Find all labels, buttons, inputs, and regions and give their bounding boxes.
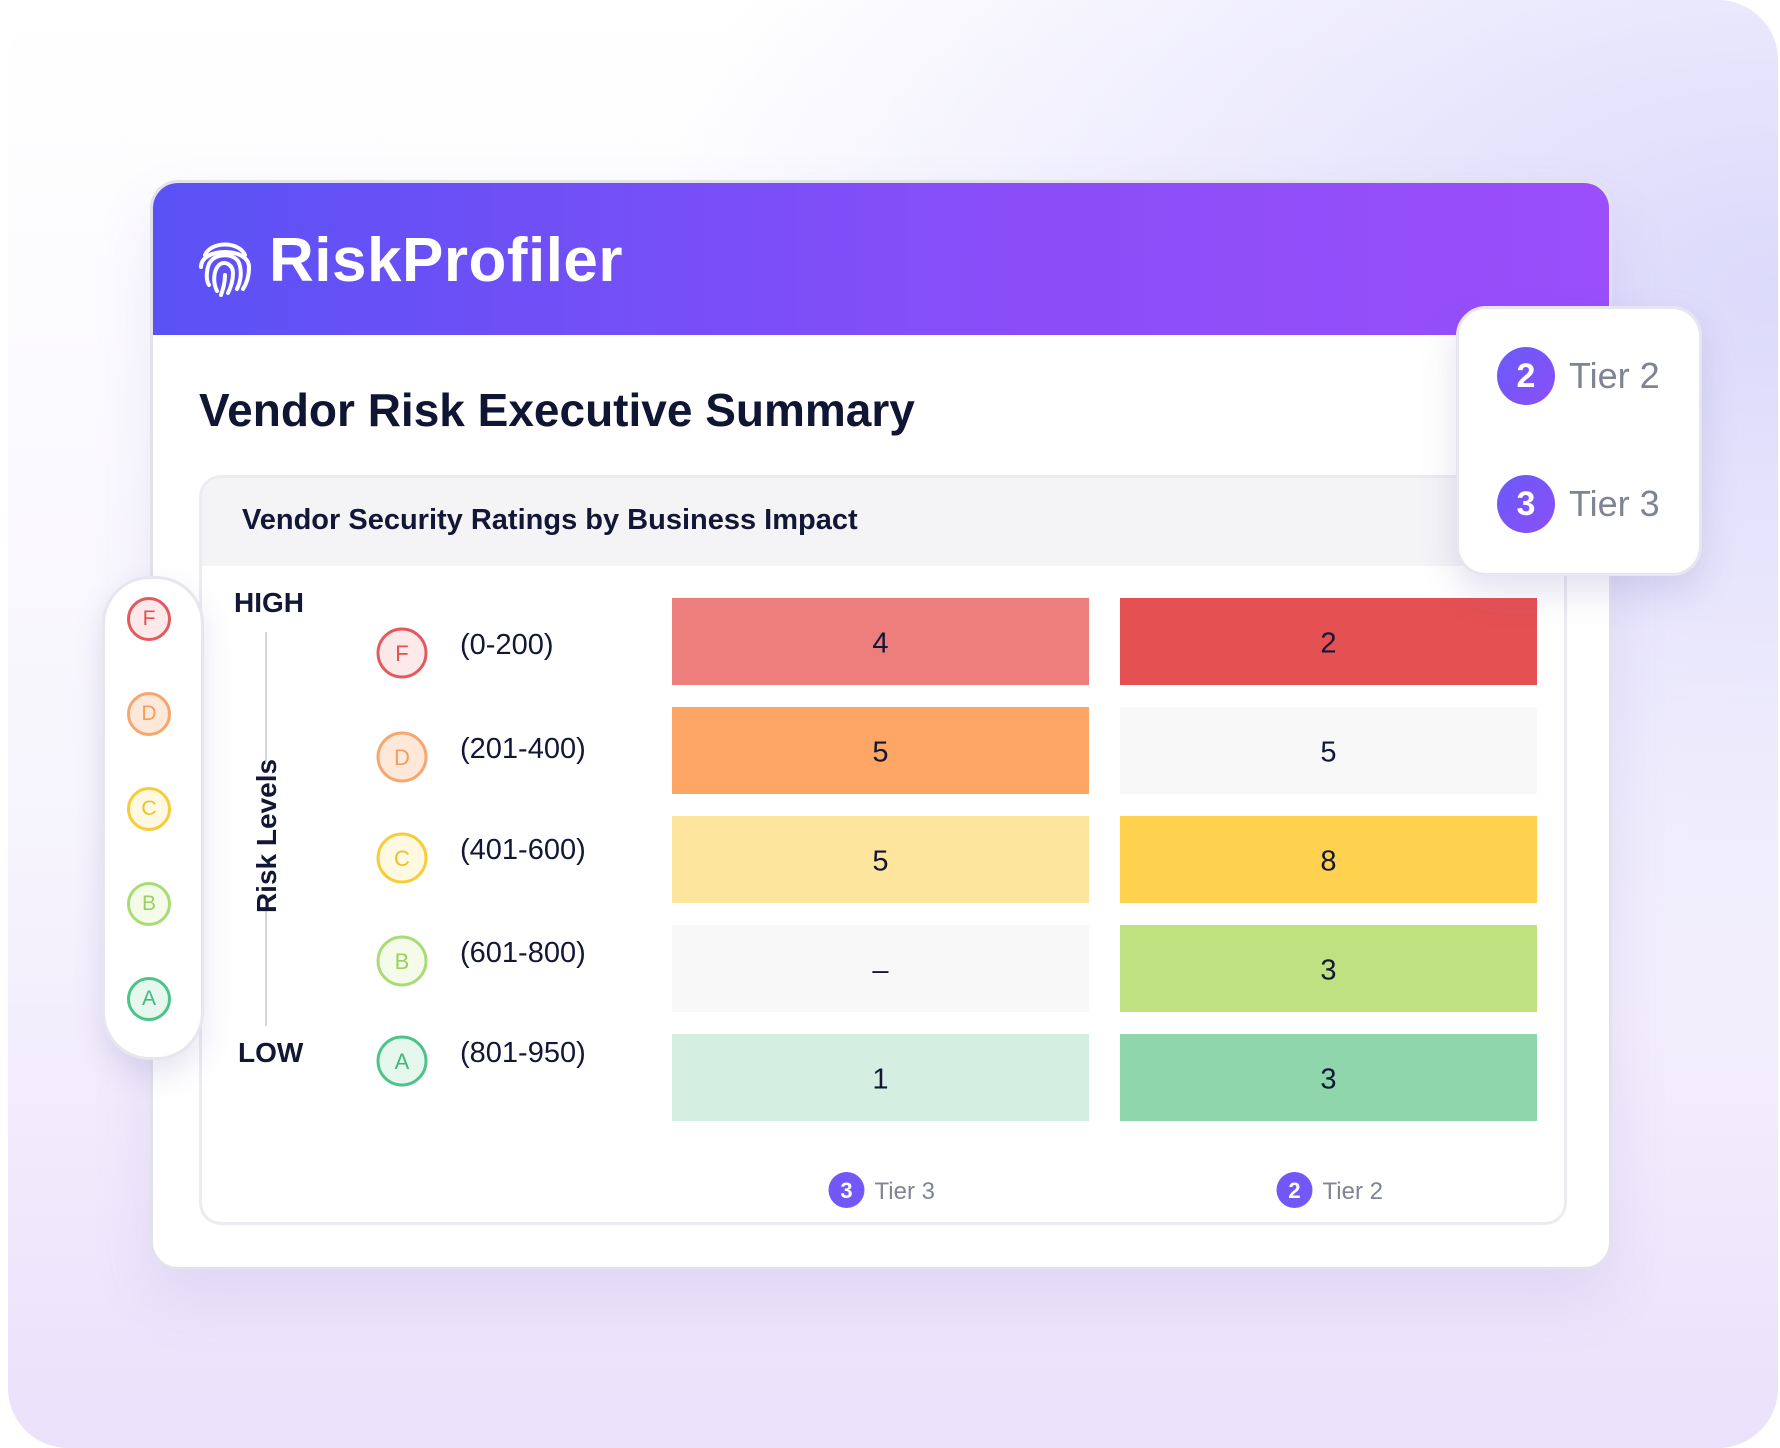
panel-header: Vendor Security Ratings by Business Impa… [202, 478, 1564, 566]
panel-title: Vendor Security Ratings by Business Impa… [242, 504, 858, 536]
side-grade-badge-d: D [127, 692, 171, 736]
tier-number-badge: 3 [1497, 475, 1555, 533]
grade-badge-d [376, 731, 428, 783]
heatmap-cell [672, 816, 1089, 903]
grade-badge-a [376, 1035, 428, 1087]
heatmap-cell-value: 5 [1320, 737, 1336, 769]
heatmap-cell [672, 925, 1089, 1012]
heatmap-cell-value: 3 [1320, 955, 1336, 987]
heatmap-cell [672, 707, 1089, 794]
grade-scale-pill: F D C B A [102, 576, 204, 1060]
heatmap-cell [672, 1034, 1089, 1121]
score-range-label: (801-950) [460, 1037, 586, 1069]
grade-badge-letter: B [395, 949, 410, 974]
heatmap-cell-value: 1 [872, 1064, 888, 1096]
score-range-label: (0-200) [460, 629, 554, 661]
heatmap-cell-value: 3 [1320, 1064, 1336, 1096]
heatmap-cell [1120, 707, 1537, 794]
side-grade-badge-c: C [127, 787, 171, 831]
heatmap-cell-value: 8 [1320, 846, 1336, 878]
heatmap-cell [1120, 598, 1537, 685]
tier-legend: 2 Tier 2 3 Tier 3 [1456, 306, 1702, 576]
column-label: Tier 2 [1323, 1178, 1383, 1205]
grade-badge-c [376, 832, 428, 884]
heatmap-cell-value: 4 [872, 628, 888, 660]
column-tier-badge [1276, 1172, 1313, 1208]
heatmap-cell [1120, 816, 1537, 903]
score-range-label: (201-400) [460, 733, 586, 765]
heatmap-chart: HIGH LOW Risk Levels F (0-200) 4 2 D (201-400) 5 5… [234, 587, 1537, 1208]
grade-badge-b [376, 935, 428, 987]
y-axis-bottom-label: LOW [238, 1037, 304, 1068]
grade-badge-letter: D [394, 745, 410, 770]
heatmap-cell-value: 5 [872, 846, 888, 878]
fingerprint-icon [199, 242, 252, 297]
header-bar: RiskProfiler [153, 183, 1609, 335]
page-title: Vendor Risk Executive Summary [199, 384, 915, 436]
column-tier-number: 2 [1288, 1178, 1300, 1203]
column-label: Tier 3 [875, 1178, 935, 1205]
score-range-label: (601-800) [460, 937, 586, 969]
grade-badge-letter: F [395, 641, 408, 666]
heatmap-cell-value: 2 [1320, 628, 1336, 660]
heatmap-cell-value: – [872, 955, 889, 987]
tier-legend-label: Tier 2 [1569, 355, 1660, 396]
grade-badge-letter: C [394, 846, 410, 871]
side-grade-badge-f: F [127, 597, 171, 641]
column-tier-badge [828, 1172, 865, 1208]
heatmap-cell [672, 598, 1089, 685]
heatmap-cell-value: 5 [872, 737, 888, 769]
y-axis-top-label: HIGH [234, 587, 304, 618]
column-tier-number: 3 [840, 1178, 852, 1203]
report-card: RiskProfiler Vendor Risk Executive Summa… [150, 180, 1612, 1270]
brand-name: RiskProfiler [269, 226, 624, 295]
grade-badge-letter: A [395, 1049, 410, 1074]
score-range-label: (401-600) [460, 834, 586, 866]
grade-badge-f [376, 627, 428, 679]
ratings-panel: Vendor Security Ratings by Business Impa… [199, 475, 1567, 1225]
tier-legend-label: Tier 3 [1569, 483, 1660, 524]
side-grade-badge-a: A [127, 977, 171, 1021]
heatmap-cell [1120, 925, 1537, 1012]
background: RiskProfiler Vendor Risk Executive Summa… [8, 0, 1778, 1448]
y-axis-label: Risk Levels [251, 759, 282, 913]
side-grade-badge-b: B [127, 882, 171, 926]
heatmap-cell [1120, 1034, 1537, 1121]
tier-number-badge: 2 [1497, 347, 1555, 405]
